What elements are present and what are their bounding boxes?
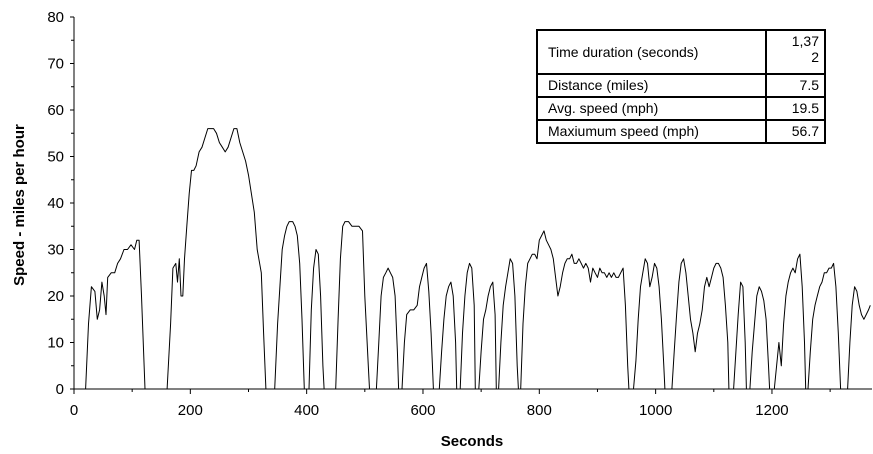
y-axis-title: Speed - miles per hour [11,124,28,286]
x-tick-label: 600 [410,402,435,419]
stats-label: Maxiumum speed (mph) [536,119,767,144]
y-tick-label: 70 [47,56,64,73]
x-axis-ticks: 0 200 400 600 800 1000 1200 [70,389,831,419]
stats-row-time-duration: Time duration (seconds) 1,37 2 [536,29,826,75]
stats-label: Distance (miles) [536,73,767,98]
x-tick-label: 1200 [755,402,788,419]
stats-value-line: 2 [811,49,819,65]
stats-value: 56.7 [765,119,826,144]
y-tick-label: 50 [47,149,64,166]
y-tick-label: 40 [47,195,64,212]
y-tick-label: 30 [47,242,64,259]
y-tick-label: 10 [47,335,64,352]
y-tick-label: 20 [47,288,64,305]
x-tick-label: 0 [70,402,78,419]
stats-row-max-speed: Maxiumum speed (mph) 56.7 [536,119,826,144]
stats-value: 1,37 2 [765,29,826,75]
x-tick-label: 400 [294,402,319,419]
y-axis-ticks: 0 10 20 30 40 50 60 70 80 [47,9,74,398]
stats-row-avg-speed: Avg. speed (mph) 19.5 [536,96,826,121]
y-tick-label: 80 [47,9,64,26]
stats-value: 19.5 [765,96,826,121]
x-tick-label: 800 [527,402,552,419]
stats-label: Time duration (seconds) [536,29,767,75]
stats-label: Avg. speed (mph) [536,96,767,121]
x-axis-title: Seconds [441,433,504,450]
x-tick-label: 200 [178,402,203,419]
stats-value: 7.5 [765,73,826,98]
x-tick-label: 1000 [639,402,672,419]
y-tick-label: 0 [56,381,64,398]
y-tick-label: 60 [47,102,64,119]
stats-value-line: 1,37 [791,33,819,49]
summary-stats-table: Time duration (seconds) 1,37 2 Distance (… [536,29,826,144]
stats-row-distance: Distance (miles) 7.5 [536,73,826,98]
speed-series-line [74,128,871,390]
